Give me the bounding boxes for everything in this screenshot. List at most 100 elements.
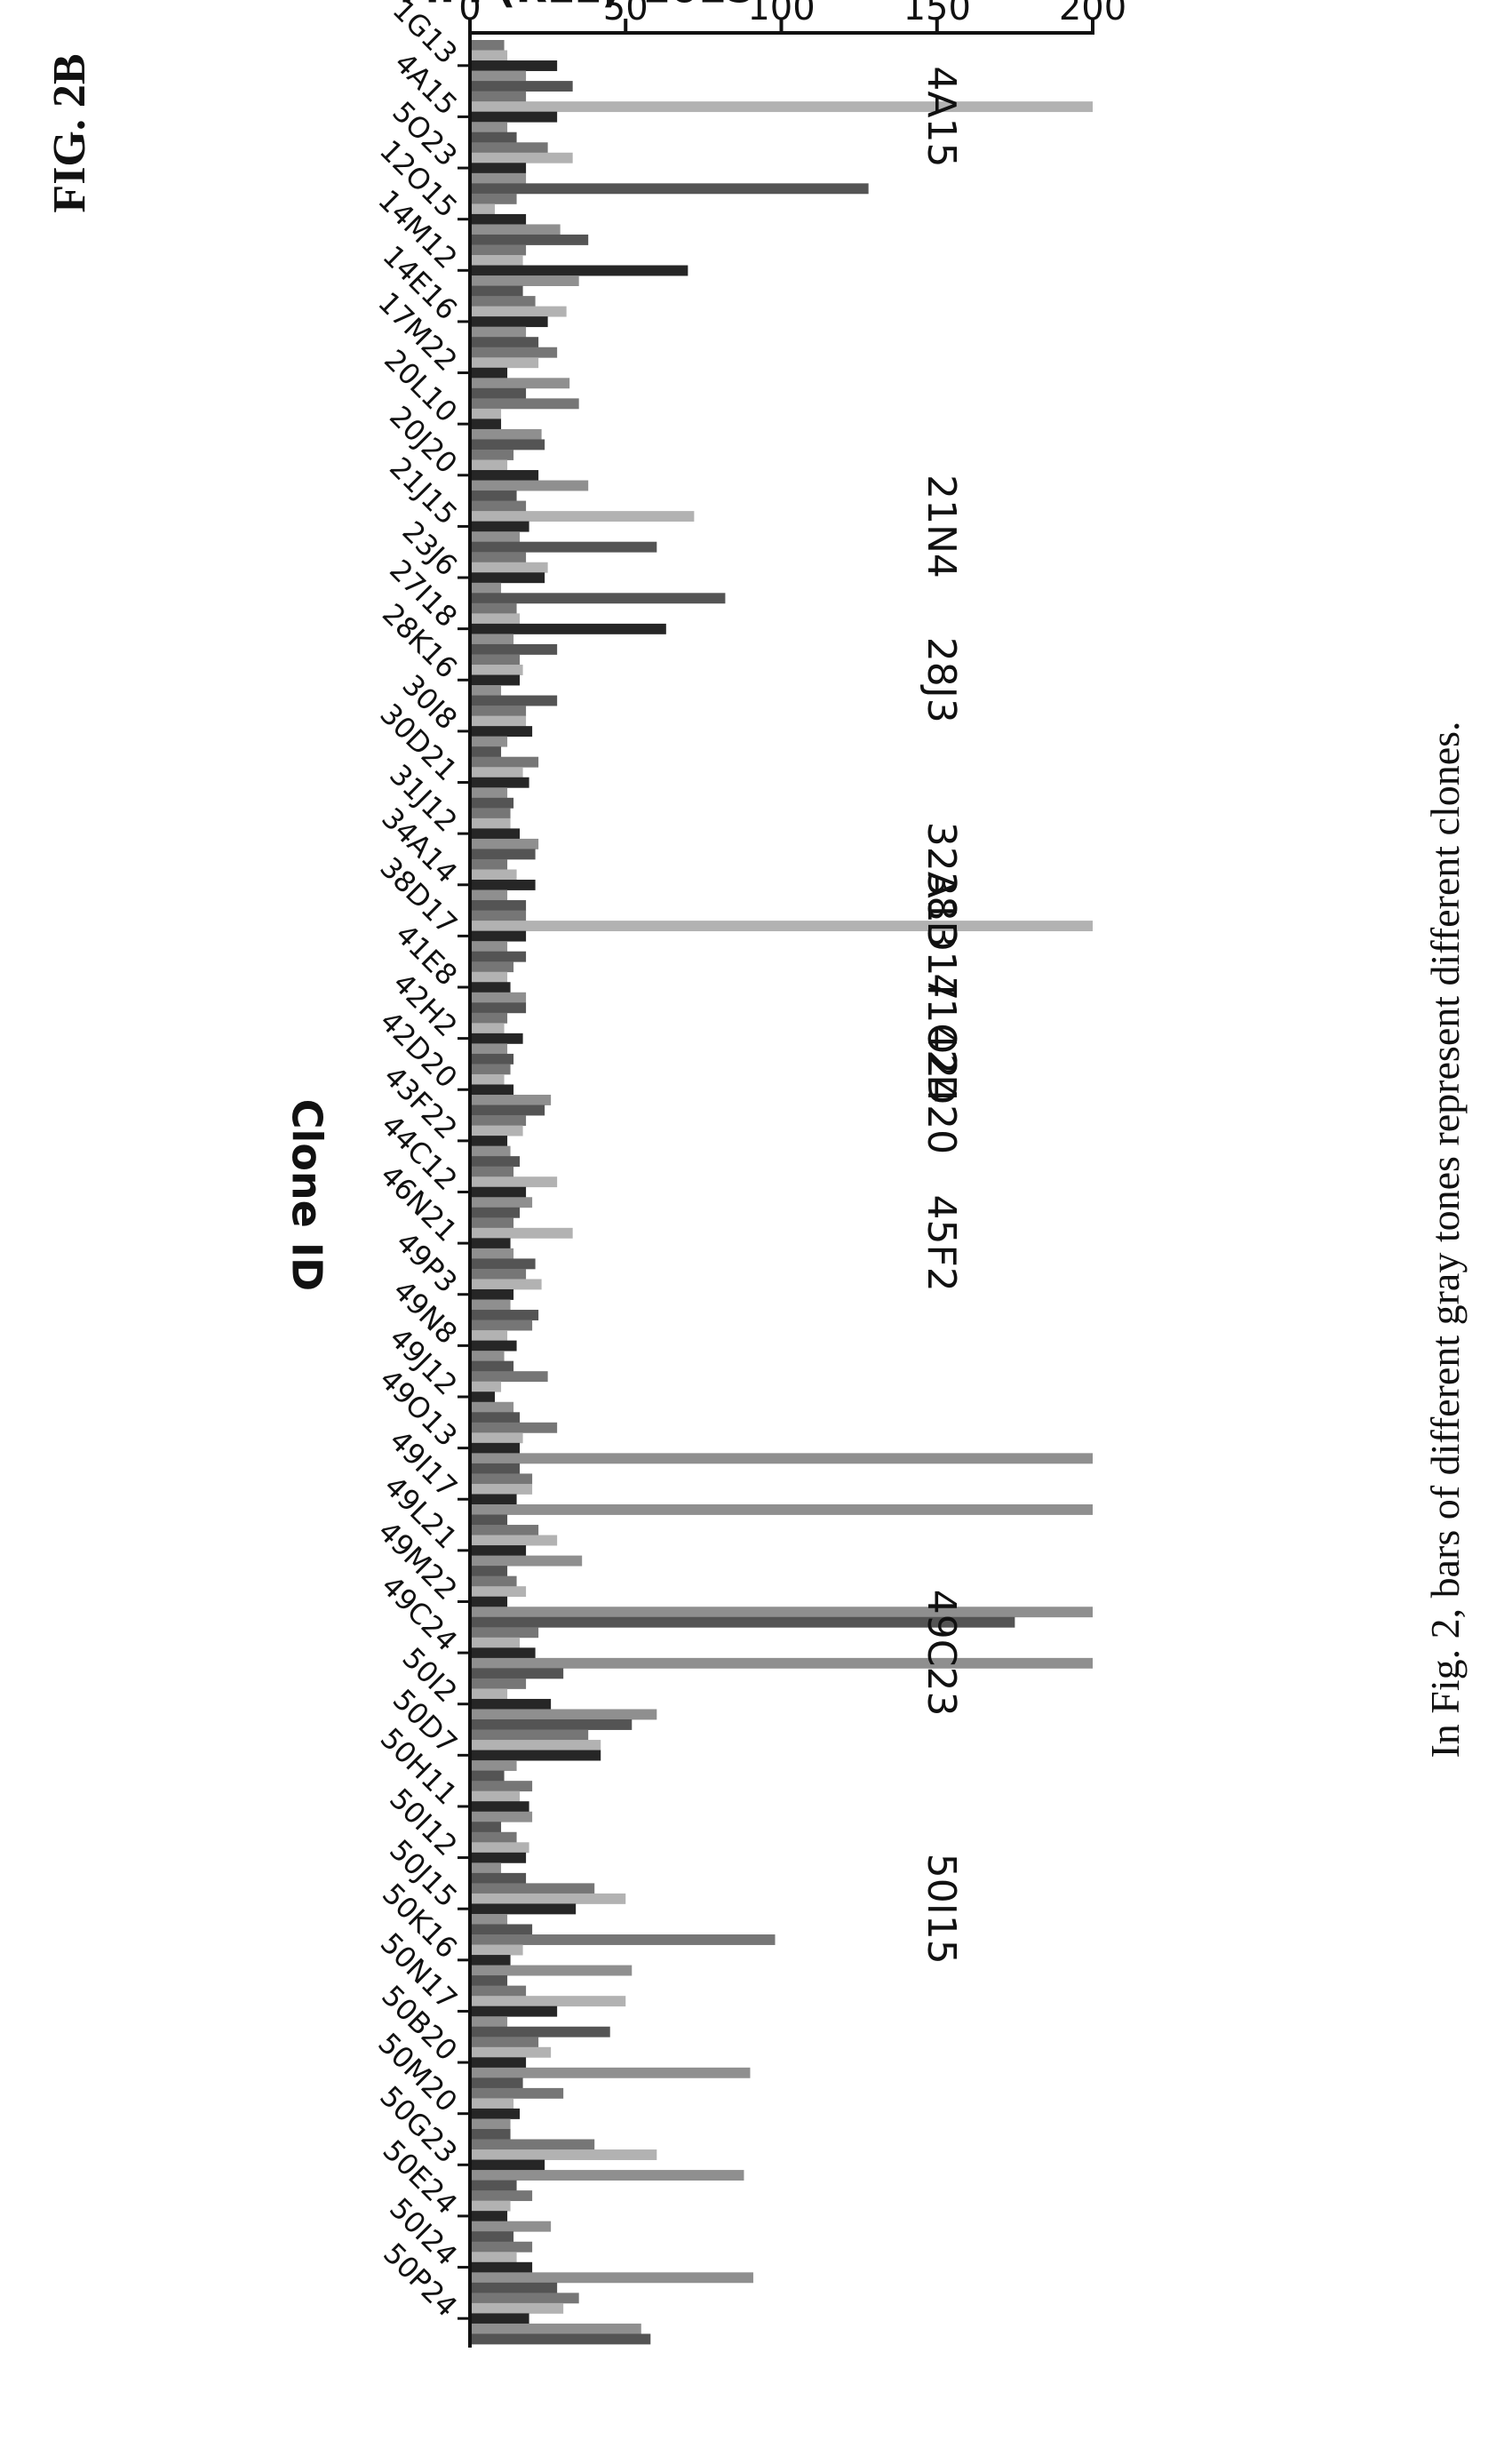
- bar-38D17-2: [470, 921, 1093, 932]
- bar-27I18-5: [470, 643, 558, 655]
- bar-49L21-4: [470, 1555, 583, 1567]
- bar-49J12-2: [470, 1381, 502, 1392]
- bar-50E24-4: [470, 2221, 552, 2232]
- bar-30I8-4: [470, 736, 508, 747]
- bar-27I18-4: [469, 634, 514, 645]
- bar-27I18-1: [470, 602, 517, 614]
- bar-50P24-3: [470, 2313, 529, 2324]
- bar-42D20-5: [469, 1104, 545, 1116]
- bar-44C12-1: [469, 1166, 514, 1177]
- bar-43F22-1: [469, 1115, 527, 1126]
- bar-41E8-3: [470, 982, 511, 993]
- bar-28K16-3: [469, 674, 521, 686]
- bar-50I24-5: [470, 2282, 558, 2293]
- bar-49N8-2: [470, 1330, 508, 1341]
- bar-1G13-5: [470, 81, 573, 92]
- bar-14E16-3: [469, 316, 548, 328]
- bar-44C12-5: [469, 1207, 521, 1218]
- bar-49N8-4: [470, 1351, 505, 1362]
- bar-46N21-1: [469, 1217, 514, 1229]
- bar-31J12-3: [469, 828, 521, 840]
- annotation-label: 45F2: [919, 1194, 964, 1291]
- bar-50G23-1: [469, 2139, 595, 2150]
- bar-49O13-5: [469, 1463, 521, 1474]
- bar-50P24-4: [469, 2323, 641, 2334]
- bar-44C12-4: [469, 1197, 533, 1208]
- bar-49I17-5: [470, 1514, 508, 1526]
- bar-50I24-3: [469, 2261, 533, 2273]
- bar-30I8-2: [469, 715, 527, 727]
- bar-17M22-5: [469, 387, 527, 399]
- bar-49M22-2: [469, 1586, 527, 1598]
- bar-50I12-4: [470, 1862, 502, 1874]
- bar-17M22-3: [470, 367, 508, 379]
- bar-31J12-2: [470, 817, 511, 829]
- bar-50I24-4: [470, 2272, 753, 2284]
- bar-50I12-5: [469, 1872, 527, 1884]
- bar-50H11-3: [470, 1801, 529, 1813]
- bar-23J6-3: [469, 572, 545, 584]
- bar-5O23-3: [469, 163, 527, 174]
- bar-20J20-1: [469, 449, 514, 460]
- bar-50P24-2: [470, 2302, 564, 2314]
- bar-50J15-5: [469, 1924, 533, 1935]
- x-ticks: 1G134A155O2312O1514M1214E1617M2220L1020J…: [371, 0, 470, 2324]
- bar-38D17-3: [469, 930, 527, 942]
- bar-49J12-3: [470, 1391, 496, 1403]
- bar-49P3-1: [469, 1268, 527, 1280]
- bar-14M12-2: [469, 255, 523, 266]
- bar-49C24-5: [470, 1668, 564, 1679]
- bar-4A15-5: [470, 132, 517, 143]
- bar-1G13-1: [470, 40, 505, 51]
- plot-area: 0 50 100 150 200 1G134A155O2312O1514M1214E16…: [283, 0, 1126, 2348]
- bar-50I24-1: [469, 2241, 533, 2253]
- bar-30D21-2: [469, 767, 523, 778]
- bar-50G23-5: [470, 2180, 517, 2191]
- annotation-label: 49C23: [919, 1590, 964, 1717]
- bar-43F22-3: [470, 1136, 508, 1147]
- bar-21J15-3: [470, 521, 529, 532]
- bar-50K16-2: [469, 1944, 523, 1956]
- annotation-label: 32A13: [919, 822, 964, 948]
- bar-12O15-3: [469, 213, 527, 225]
- bar-50I24-2: [470, 2252, 517, 2263]
- bar-50I12-1: [470, 1831, 517, 1843]
- bar-44C12-2: [470, 1176, 558, 1188]
- bar-50M20-3: [469, 2108, 521, 2119]
- bar-50K16-1: [470, 1934, 776, 1945]
- bar-4A15-3: [470, 111, 558, 123]
- bar-30D21-4: [470, 787, 508, 799]
- bar-49J12-5: [469, 1412, 521, 1423]
- bar-50P24-1: [470, 2293, 579, 2304]
- bar-49L21-5: [470, 1566, 508, 1577]
- bar-50H11-4: [469, 1811, 533, 1822]
- bar-14M12-4: [470, 275, 579, 286]
- bar-31J12-1: [470, 808, 511, 819]
- bar-49M22-3: [470, 1596, 508, 1607]
- bar-49M22-5: [469, 1616, 1015, 1628]
- annotation-label: 50I15: [919, 1854, 964, 1965]
- bar-5O23-5: [470, 183, 869, 195]
- bar-4A15-2: [470, 101, 1093, 113]
- bar-50G23-4: [470, 2170, 744, 2181]
- bar-38D17-4: [470, 941, 508, 953]
- bar-50D7-4: [470, 1760, 517, 1772]
- bar-49P3-5: [469, 1310, 539, 1320]
- bar-17M22-1: [470, 347, 558, 358]
- bar-34A14-3: [469, 880, 536, 890]
- bar-4A15-4: [470, 122, 508, 133]
- bar-50I12-3: [469, 1852, 527, 1863]
- figure-caption: In Fig. 2, bars of different gray tones …: [1422, 721, 1468, 1758]
- bar-21J15-2: [469, 511, 695, 522]
- bar-20J20-3: [469, 470, 539, 481]
- bar-1G13-2: [470, 50, 508, 61]
- annotation-label: 41O24: [919, 973, 964, 1104]
- bar-49N8-5: [469, 1360, 514, 1372]
- bar-50E24-3: [470, 2211, 508, 2222]
- bar-27I18-2: [469, 613, 521, 625]
- bar-14E16-4: [469, 326, 527, 338]
- annotation-label: 38D17: [919, 871, 964, 1001]
- bar-49I17-1: [469, 1473, 533, 1485]
- bar-28K16-4: [470, 685, 502, 696]
